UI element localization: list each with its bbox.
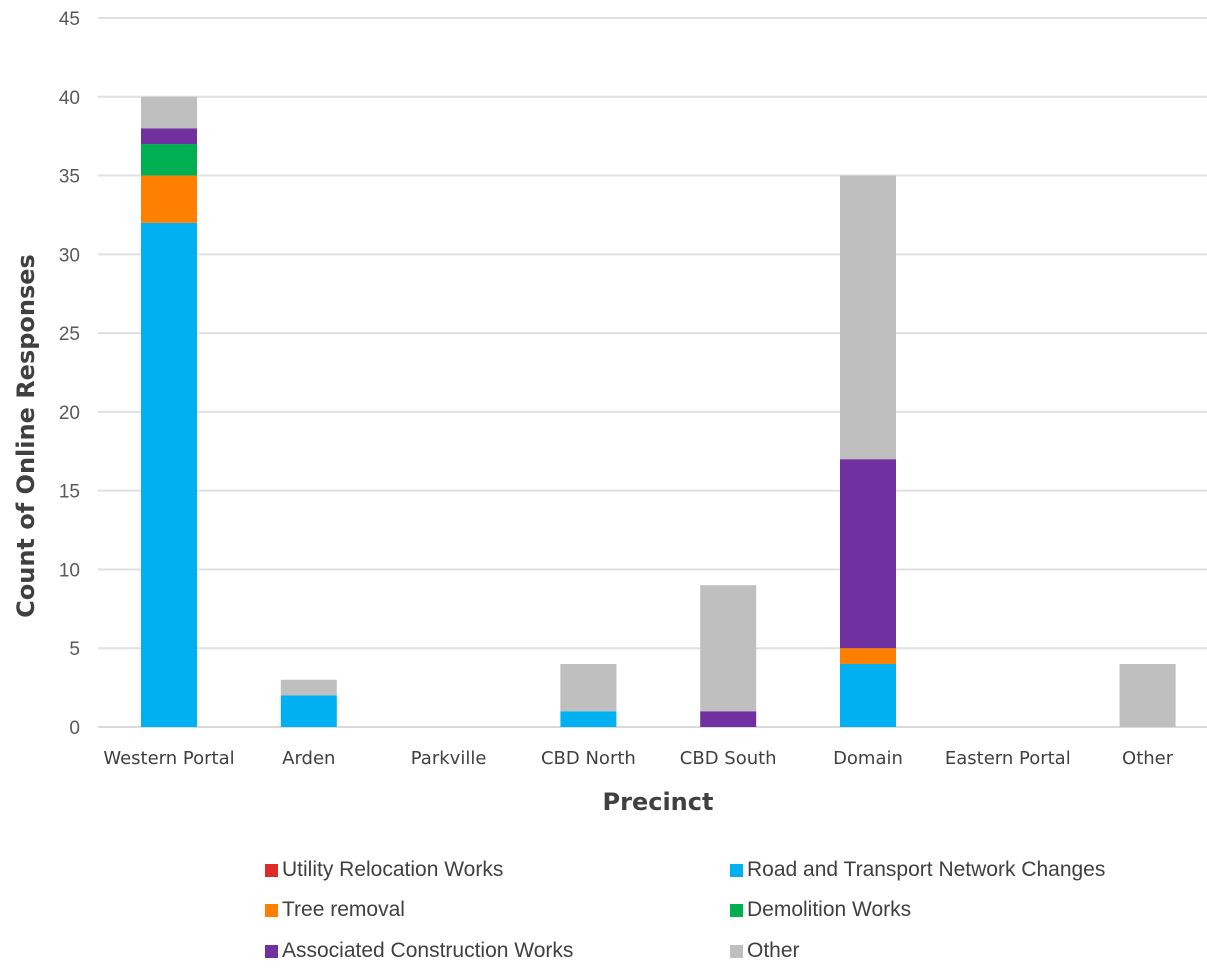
- bar-segment: [141, 175, 197, 223]
- bar-segment: [700, 711, 757, 727]
- bar-segment: [280, 679, 337, 696]
- y-axis-title: Count of Online Responses: [12, 254, 40, 618]
- bar-segment: [1119, 663, 1176, 727]
- bar-segment: [141, 144, 197, 176]
- legend-label: Demolition Works: [747, 898, 912, 921]
- x-tick-label: Domain: [833, 748, 903, 769]
- y-tick-label: 30: [59, 245, 80, 266]
- x-axis-ticks: Western Portal Arden Parkville CBD North CBD…: [103, 748, 1173, 769]
- bars: [141, 96, 1176, 728]
- bar-segment: [700, 585, 757, 712]
- legend-item: Other: [730, 939, 800, 963]
- legend-swatch: [730, 863, 743, 877]
- bar-segment: [141, 128, 197, 145]
- bar-segment: [141, 96, 197, 129]
- y-tick-label: 10: [59, 560, 80, 581]
- y-tick-label: 35: [59, 167, 80, 188]
- y-tick-label: 0: [69, 718, 80, 739]
- bar-segment: [840, 648, 896, 664]
- bar-segment: [141, 222, 197, 728]
- legend-swatch: [730, 903, 743, 917]
- y-axis-ticks: 0 5 10 15 20 25 30 35 40 45: [59, 9, 80, 739]
- x-tick-label: Eastern Portal: [945, 748, 1071, 769]
- legend-swatch: [265, 944, 278, 958]
- legend-label: Other: [747, 939, 800, 962]
- bar-segment: [840, 459, 896, 649]
- y-tick-label: 40: [59, 88, 80, 109]
- legend-item: Road and Transport Network Changes: [730, 858, 1105, 882]
- legend-item: Associated Construction Works: [265, 939, 573, 963]
- legend-swatch: [265, 863, 278, 877]
- y-tick-label: 45: [59, 9, 80, 30]
- bar-segment: [560, 711, 617, 727]
- x-tick-label: Arden: [282, 748, 335, 769]
- y-tick-label: 15: [59, 482, 80, 503]
- legend-swatch: [730, 944, 743, 958]
- legend-label: Utility Relocation Works: [282, 858, 504, 881]
- x-tick-label: Parkville: [411, 748, 487, 769]
- bar-segment: [280, 695, 337, 727]
- legend-label: Road and Transport Network Changes: [747, 858, 1106, 881]
- y-tick-label: 20: [59, 403, 80, 424]
- gridlines: [98, 17, 1207, 728]
- x-tick-label: CBD South: [680, 748, 777, 769]
- legend-item: Utility Relocation Works: [265, 858, 503, 882]
- bar-segment: [840, 663, 896, 727]
- legend-swatch: [265, 903, 278, 917]
- legend-item: Tree removal: [265, 898, 405, 922]
- legend-label: Associated Construction Works: [282, 939, 574, 962]
- y-tick-label: 25: [59, 324, 80, 345]
- bar-segment: [560, 663, 617, 712]
- y-tick-label: 5: [69, 639, 80, 660]
- x-tick-label: CBD North: [541, 748, 636, 769]
- x-axis-title: Precinct: [603, 788, 714, 816]
- x-tick-label: Western Portal: [103, 748, 234, 769]
- bar-segment: [840, 175, 896, 460]
- legend-label: Tree removal: [282, 898, 405, 921]
- legend-item: Demolition Works: [730, 898, 911, 922]
- x-tick-label: Other: [1122, 748, 1174, 769]
